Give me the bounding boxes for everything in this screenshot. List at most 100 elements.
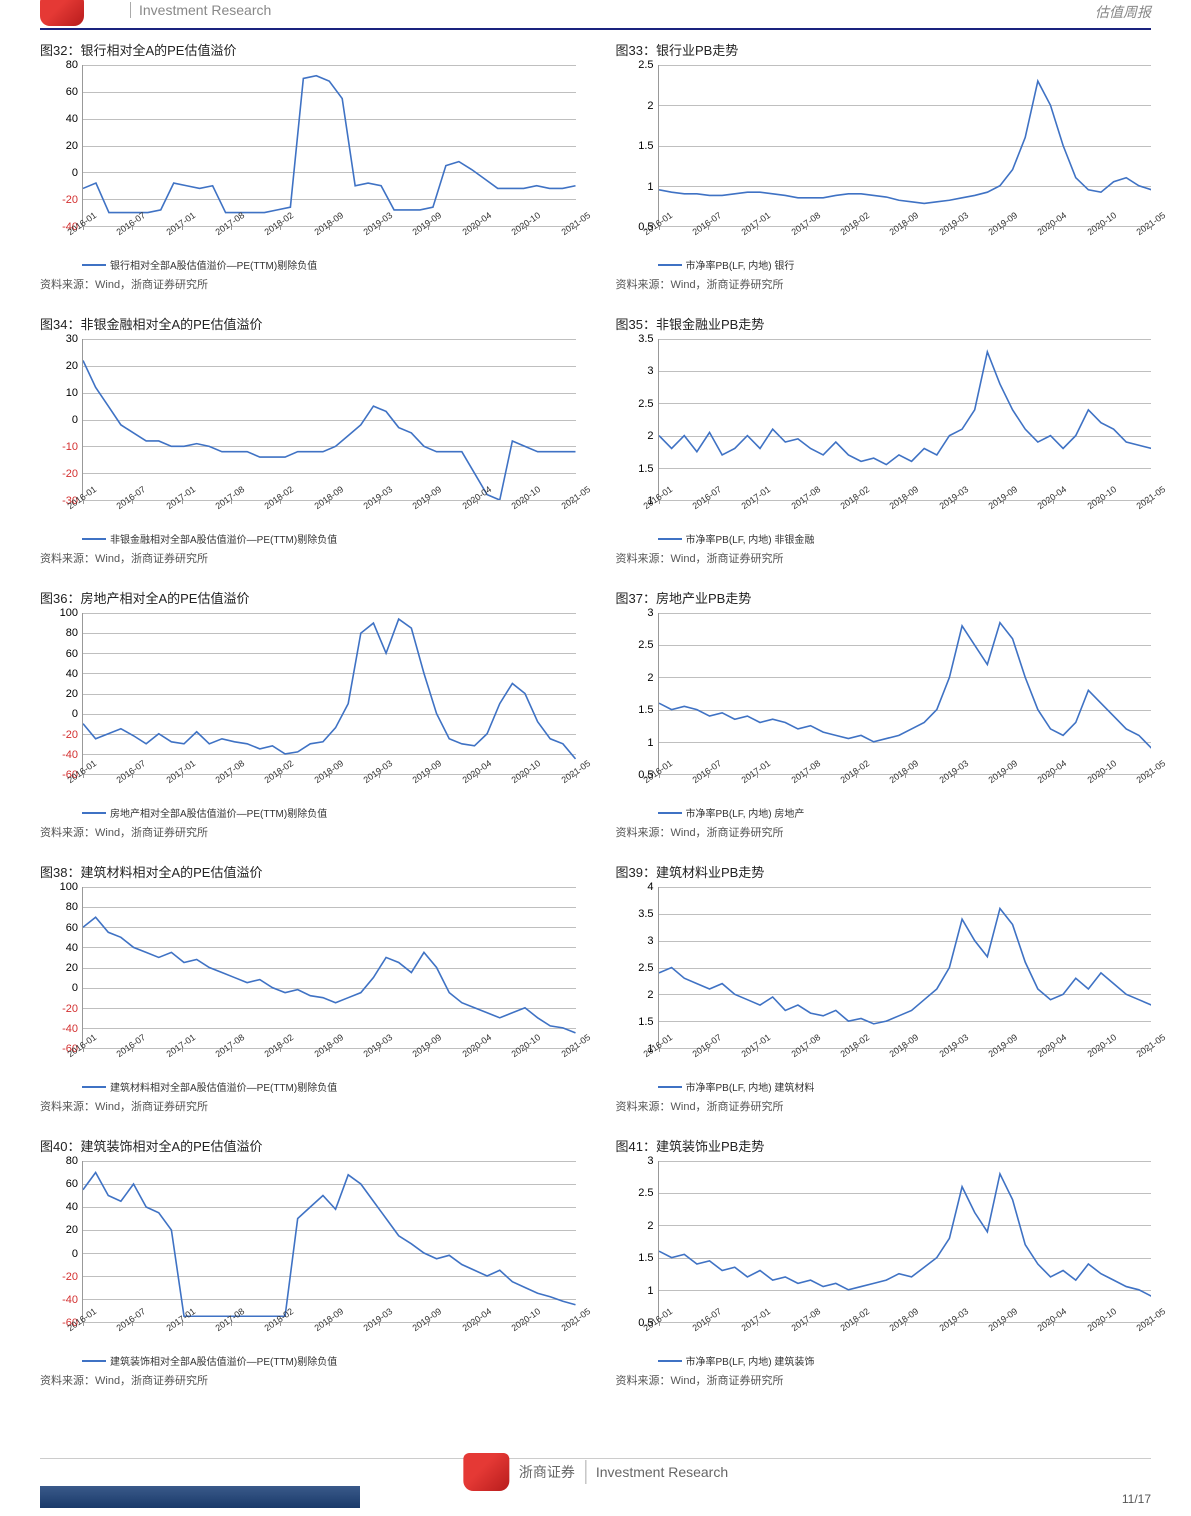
chart-frame: -40-200204060802016-012016-072017-012017…: [40, 65, 576, 255]
chart-frame: -60-40-200204060801002016-012016-072017-…: [40, 887, 576, 1077]
legend-label: 市净率PB(LF, 内地) 建筑材料: [686, 1079, 815, 1094]
y-tick: 0: [72, 167, 78, 179]
y-tick: -20: [62, 1003, 78, 1015]
chart-source: 资料来源：Wind，浙商证券研究所: [40, 824, 576, 840]
chart-legend: 非银金融相对全部A股估值溢价—PE(TTM)剔除负值: [82, 531, 576, 546]
series-line: [659, 623, 1152, 749]
chart-source: 资料来源：Wind，浙商证券研究所: [616, 1098, 1152, 1114]
chart-source: 资料来源：Wind，浙商证券研究所: [616, 276, 1152, 292]
legend-label: 建筑材料相对全部A股估值溢价—PE(TTM)剔除负值: [110, 1079, 337, 1094]
chart-cell-1: 图33：银行业PB走势0.511.522.52016-012016-072017…: [616, 40, 1152, 302]
chart-plot: [658, 339, 1152, 501]
chart-plot: [82, 613, 576, 775]
series-svg: [659, 65, 1152, 226]
series-line: [83, 360, 576, 500]
legend-swatch: [658, 812, 682, 814]
y-tick: 1.5: [638, 704, 653, 716]
y-tick: -40: [62, 749, 78, 761]
chart-title: 图33：银行业PB走势: [616, 40, 1152, 59]
series-svg: [83, 339, 576, 500]
y-tick: 80: [66, 59, 78, 71]
footer-tab: [40, 1486, 360, 1508]
y-tick: 2.5: [638, 639, 653, 651]
y-tick: 100: [60, 881, 78, 893]
header-left-text: Investment Research: [130, 2, 271, 18]
chart-source: 资料来源：Wind，浙商证券研究所: [40, 1098, 576, 1114]
chart-plot: [82, 887, 576, 1049]
chart-legend: 市净率PB(LF, 内地) 房地产: [658, 805, 1152, 820]
legend-swatch: [82, 264, 106, 266]
legend-swatch: [82, 538, 106, 540]
chart-title: 图39：建筑材料业PB走势: [616, 862, 1152, 881]
chart-cell-9: 图41：建筑装饰业PB走势0.511.522.532016-012016-072…: [616, 1136, 1152, 1398]
y-axis: 11.522.533.54: [616, 887, 658, 1049]
y-tick: -20: [62, 729, 78, 741]
x-axis: 2016-012016-072017-012017-082018-022018-…: [82, 775, 576, 803]
chart-title: 图34：非银金融相对全A的PE估值溢价: [40, 314, 576, 333]
x-axis: 2016-012016-072017-012017-082018-022018-…: [82, 1049, 576, 1077]
page-header: Investment Research 估值周报: [40, 0, 1151, 30]
legend-label: 建筑装饰相对全部A股估值溢价—PE(TTM)剔除负值: [110, 1353, 337, 1368]
series-svg: [659, 613, 1152, 774]
y-axis: -30-20-100102030: [40, 339, 82, 501]
y-tick: 80: [66, 627, 78, 639]
y-tick: 60: [66, 922, 78, 934]
y-tick: 2.5: [638, 59, 653, 71]
series-line: [83, 1172, 576, 1316]
x-axis: 2016-012016-072017-012017-082018-022018-…: [82, 1323, 576, 1351]
y-tick: 2: [647, 1220, 653, 1232]
legend-swatch: [82, 812, 106, 814]
chart-legend: 市净率PB(LF, 内地) 建筑装饰: [658, 1353, 1152, 1368]
legend-swatch: [658, 264, 682, 266]
x-axis: 2016-012016-072017-012017-082018-022018-…: [658, 501, 1152, 529]
x-axis: 2016-012016-072017-012017-082018-022018-…: [658, 1323, 1152, 1351]
y-tick: 1.5: [638, 463, 653, 475]
chart-cell-6: 图38：建筑材料相对全A的PE估值溢价 -60-40-20020406080100…: [40, 862, 576, 1124]
y-tick: 1.5: [638, 140, 653, 152]
y-tick: 20: [66, 1224, 78, 1236]
chart-frame: -30-20-1001020302016-012016-072017-01201…: [40, 339, 576, 529]
chart-title: 图38：建筑材料相对全A的PE估值溢价: [40, 862, 576, 881]
chart-cell-2: 图34：非银金融相对全A的PE估值溢价 -30-20-1001020302016-…: [40, 314, 576, 576]
y-axis: -60-40-20020406080100: [40, 613, 82, 775]
chart-plot: [82, 65, 576, 227]
y-tick: 60: [66, 648, 78, 660]
chart-legend: 建筑材料相对全部A股估值溢价—PE(TTM)剔除负值: [82, 1079, 576, 1094]
page-number: 11/17: [1122, 1492, 1151, 1506]
chart-source: 资料来源：Wind，浙商证券研究所: [616, 550, 1152, 566]
x-axis: 2016-012016-072017-012017-082018-022018-…: [82, 501, 576, 529]
legend-label: 市净率PB(LF, 内地) 非银金融: [686, 531, 815, 546]
series-line: [659, 81, 1152, 203]
y-tick: -40: [62, 1294, 78, 1306]
x-axis: 2016-012016-072017-012017-082018-022018-…: [658, 227, 1152, 255]
series-line: [83, 619, 576, 759]
chart-frame: -60-40-200204060801002016-012016-072017-…: [40, 613, 576, 803]
series-svg: [659, 887, 1152, 1048]
y-tick: 80: [66, 1155, 78, 1167]
footer-separator: [585, 1460, 586, 1484]
series-svg: [83, 65, 576, 226]
chart-source: 资料来源：Wind，浙商证券研究所: [40, 1372, 576, 1388]
y-tick: 30: [66, 333, 78, 345]
chart-legend: 市净率PB(LF, 内地) 建筑材料: [658, 1079, 1152, 1094]
y-tick: 2: [647, 672, 653, 684]
y-tick: 3.5: [638, 333, 653, 345]
chart-frame: 0.511.522.532016-012016-072017-012017-08…: [616, 613, 1152, 803]
legend-label: 市净率PB(LF, 内地) 建筑装饰: [686, 1353, 815, 1368]
y-axis: -60-40-20020406080: [40, 1161, 82, 1323]
y-tick: 4: [647, 881, 653, 893]
chart-cell-8: 图40：建筑装饰相对全A的PE估值溢价 -60-40-20020406080201…: [40, 1136, 576, 1398]
y-tick: 40: [66, 113, 78, 125]
chart-title: 图40：建筑装饰相对全A的PE估值溢价: [40, 1136, 576, 1155]
chart-legend: 房地产相对全部A股估值溢价—PE(TTM)剔除负值: [82, 805, 576, 820]
chart-plot: [82, 1161, 576, 1323]
legend-swatch: [82, 1360, 106, 1362]
chart-plot: [658, 1161, 1152, 1323]
y-tick: 60: [66, 86, 78, 98]
chart-cell-5: 图37：房地产业PB走势0.511.522.532016-012016-0720…: [616, 588, 1152, 850]
chart-title: 图35：非银金融业PB走势: [616, 314, 1152, 333]
legend-swatch: [658, 538, 682, 540]
series-line: [659, 1174, 1152, 1296]
chart-legend: 银行相对全部A股估值溢价—PE(TTM)剔除负值: [82, 257, 576, 272]
chart-legend: 市净率PB(LF, 内地) 银行: [658, 257, 1152, 272]
